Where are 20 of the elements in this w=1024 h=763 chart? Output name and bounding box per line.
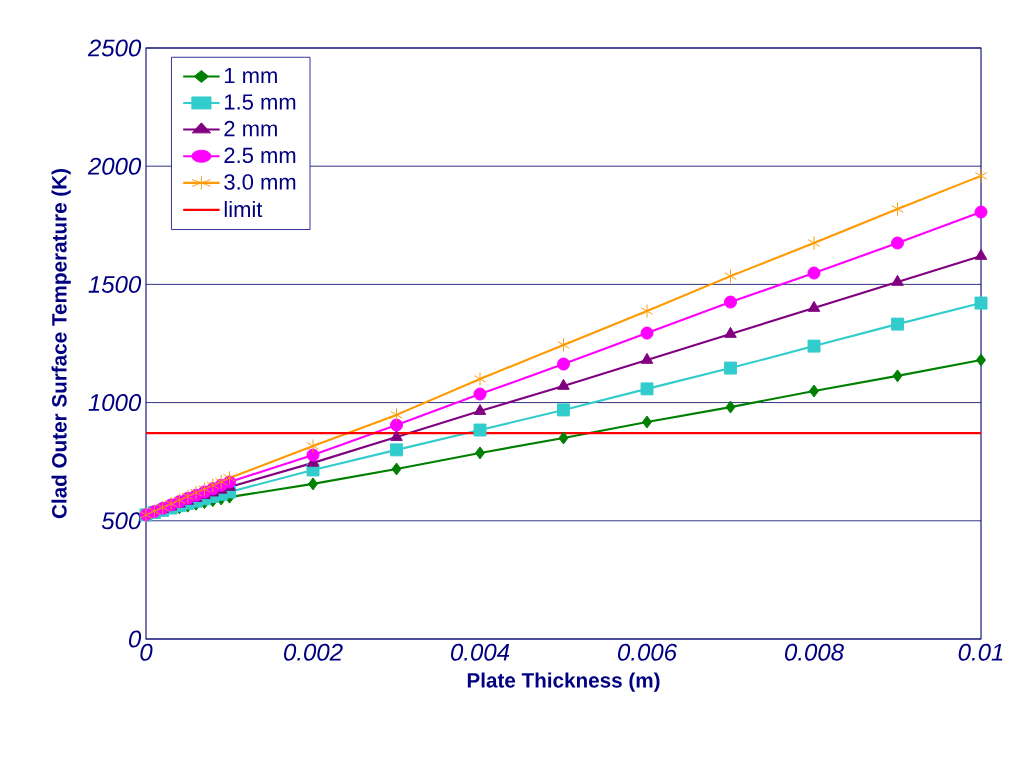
y-tick-label: 0 xyxy=(129,630,142,648)
x-tick-label: 0.004 xyxy=(451,643,510,661)
x-tick-label: 0.002 xyxy=(284,643,343,661)
x-tick-label: 0.01 xyxy=(958,643,1003,661)
y-tick-label: 1000 xyxy=(88,394,142,412)
y-tick-label: 2500 xyxy=(87,39,142,57)
legend-label: 3.0 mm xyxy=(224,174,296,190)
x-tick-label: 0 xyxy=(140,643,153,661)
y-tick-label: 500 xyxy=(101,512,142,530)
x-tick-label: 0.006 xyxy=(618,643,678,661)
legend-label: limit xyxy=(224,200,263,218)
legend-label: 2 mm xyxy=(224,120,277,137)
y-axis-title: Clad Outer Surface Temperature (K) xyxy=(51,169,71,519)
legend-label: 1.5 mm xyxy=(225,94,296,110)
y-tick-label: 1500 xyxy=(88,275,142,293)
legend-label: 1 mm xyxy=(225,67,277,84)
y-tick-label: 2000 xyxy=(87,157,142,175)
legend-label: 2.5 mm xyxy=(224,147,296,164)
x-axis-title: Plate Thickness (m) xyxy=(467,672,660,692)
x-tick-label: 0.008 xyxy=(785,643,844,661)
